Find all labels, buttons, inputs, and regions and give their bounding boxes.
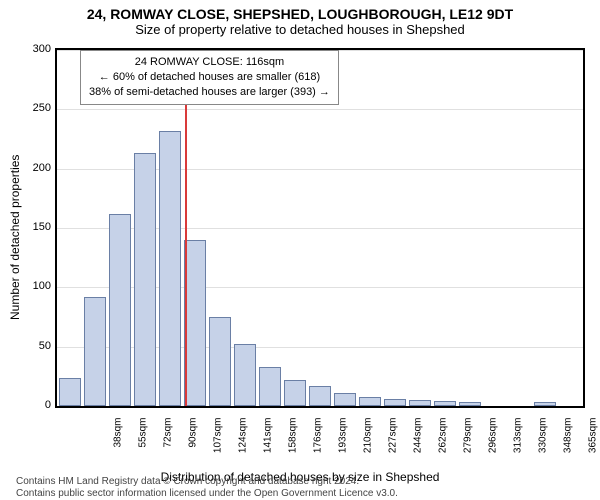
x-tick-label: 262sqm <box>438 418 449 468</box>
y-tick-label: 150 <box>23 221 51 233</box>
footnote-line1: Contains HM Land Registry data © Crown c… <box>16 476 359 487</box>
footnote-line2: Contains public sector information licen… <box>16 488 398 499</box>
gridline <box>57 109 583 110</box>
bar <box>459 402 481 406</box>
bar <box>409 400 431 406</box>
bar <box>109 214 131 406</box>
legend-line3: 38% of semi-detached houses are larger (… <box>89 85 330 100</box>
x-tick-label: 176sqm <box>312 418 323 468</box>
x-tick-label: 227sqm <box>388 418 399 468</box>
footnote: Contains HM Land Registry data © Crown c… <box>16 476 590 500</box>
x-tick-label: 124sqm <box>237 418 248 468</box>
y-tick-label: 200 <box>23 162 51 174</box>
bar <box>384 399 406 406</box>
x-tick-label: 279sqm <box>463 418 474 468</box>
x-tick-label: 158sqm <box>287 418 298 468</box>
y-tick-label: 50 <box>23 340 51 352</box>
bar <box>209 317 231 406</box>
bar <box>234 344 256 406</box>
bar <box>359 397 381 406</box>
bar <box>259 367 281 406</box>
x-tick-label: 90sqm <box>187 418 198 468</box>
legend-box: 24 ROMWAY CLOSE: 116sqm ← 60% of detache… <box>80 50 339 105</box>
page-title: 24, ROMWAY CLOSE, SHEPSHED, LOUGHBOROUGH… <box>0 0 600 22</box>
y-tick-label: 0 <box>23 399 51 411</box>
x-tick-label: 348sqm <box>563 418 574 468</box>
x-tick-label: 330sqm <box>538 418 549 468</box>
bar <box>534 402 556 406</box>
y-axis-label: Number of detached properties <box>8 155 22 320</box>
bar <box>84 297 106 406</box>
legend-line1: 24 ROMWAY CLOSE: 116sqm <box>89 55 330 70</box>
y-tick-label: 250 <box>23 102 51 114</box>
x-tick-label: 365sqm <box>588 418 599 468</box>
bar <box>434 401 456 406</box>
legend-line2: ← 60% of detached houses are smaller (61… <box>89 70 330 85</box>
x-tick-label: 296sqm <box>488 418 499 468</box>
bar <box>134 153 156 406</box>
bar <box>309 386 331 406</box>
x-tick-label: 210sqm <box>363 418 374 468</box>
x-tick-label: 141sqm <box>262 418 273 468</box>
x-tick-label: 107sqm <box>212 418 223 468</box>
x-tick-label: 244sqm <box>413 418 424 468</box>
page-subtitle: Size of property relative to detached ho… <box>0 22 600 41</box>
bar <box>334 393 356 406</box>
bar <box>59 378 81 406</box>
x-tick-label: 72sqm <box>162 418 173 468</box>
x-tick-label: 55sqm <box>137 418 148 468</box>
bar <box>184 240 206 406</box>
y-tick-label: 100 <box>23 280 51 292</box>
y-tick-label: 300 <box>23 43 51 55</box>
bar <box>284 380 306 406</box>
bar <box>159 131 181 406</box>
x-tick-label: 313sqm <box>513 418 524 468</box>
x-tick-label: 38sqm <box>112 418 123 468</box>
x-tick-label: 193sqm <box>337 418 348 468</box>
